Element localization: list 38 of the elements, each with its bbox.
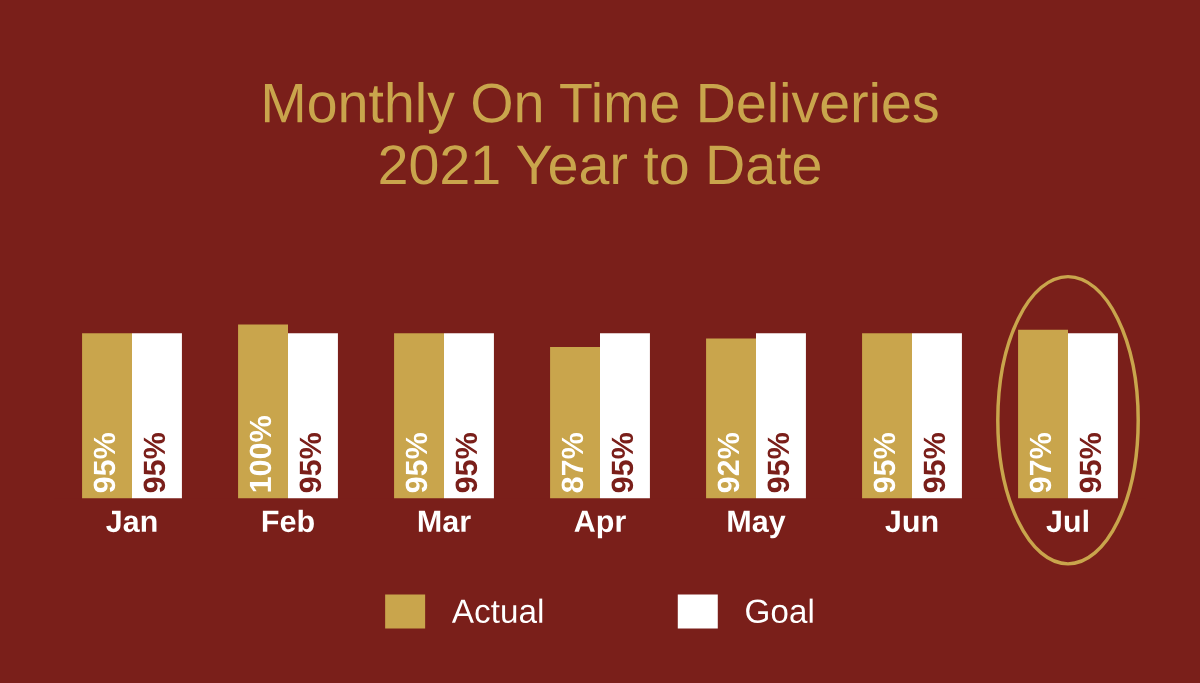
bar <box>756 333 806 499</box>
data-label: 100% <box>249 416 272 492</box>
data-label: 95% <box>923 433 946 493</box>
x-tick-label: Feb <box>262 509 314 533</box>
bar <box>394 333 444 499</box>
bar <box>1018 329 1068 499</box>
x-tick-label: Jun <box>885 510 938 533</box>
x-tick-label: Jul <box>1046 509 1088 533</box>
data-label: 95% <box>873 433 896 493</box>
data-label: 95% <box>405 433 428 493</box>
bar <box>862 333 912 499</box>
bar <box>288 333 338 499</box>
bar <box>238 324 288 499</box>
data-label: 87% <box>561 433 584 493</box>
x-tick-label: May <box>728 510 786 539</box>
data-label: 92% <box>717 433 740 493</box>
bar <box>1068 333 1118 499</box>
data-label: 95% <box>611 433 634 493</box>
data-label: 95% <box>93 433 116 493</box>
bar <box>444 333 494 499</box>
bar <box>706 338 756 499</box>
bar <box>600 333 650 499</box>
data-label: 97% <box>1029 433 1052 493</box>
bar <box>912 333 962 499</box>
data-label: 95% <box>1079 433 1102 493</box>
data-label: 95% <box>767 433 790 493</box>
bar <box>82 333 132 499</box>
legend-label: Goal <box>746 598 813 624</box>
chart-title: Monthly On Time Deliveries 2021 Year to Date <box>264 81 938 185</box>
x-tick-label: Jan <box>106 510 157 533</box>
bar <box>132 333 182 499</box>
data-label: 95% <box>143 433 166 493</box>
legend-label: Actual <box>451 598 543 624</box>
data-label: 95% <box>455 433 478 493</box>
bar <box>550 347 600 499</box>
data-label: 95% <box>299 433 322 493</box>
x-tick-label: Apr <box>574 510 626 539</box>
x-tick-label: Mar <box>418 510 471 533</box>
